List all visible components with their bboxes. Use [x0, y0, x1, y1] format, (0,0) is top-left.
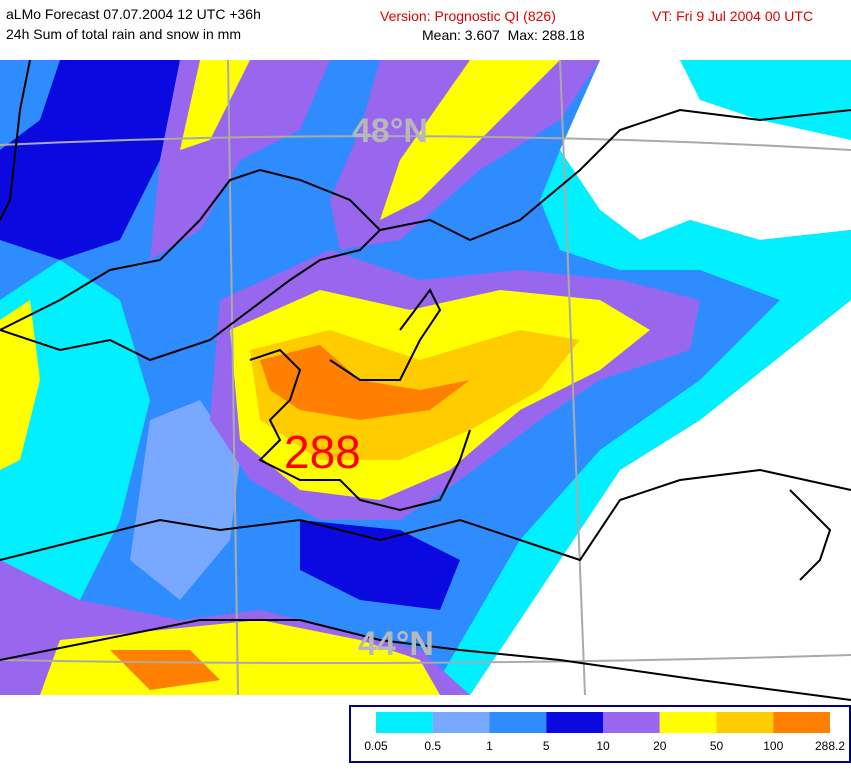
- legend-swatch: [432, 712, 490, 733]
- precip-field: [0, 60, 851, 695]
- legend: 0.05 0.5 1 5 10 20 50 100 288.2: [364, 712, 845, 753]
- graticule: [0, 59, 851, 696]
- valid-time: VT: Fri 9 Jul 2004 00 UTC: [652, 8, 814, 24]
- legend-swatch: [716, 712, 774, 733]
- legend-swatch: [659, 712, 717, 733]
- legend-label: 0.5: [424, 739, 441, 753]
- latitude-label: 44°N: [358, 625, 434, 663]
- legend-label: 100: [763, 739, 783, 753]
- version: Version: Prognostic QI (826): [380, 8, 556, 24]
- stats: Mean: 3.607 Max: 288.18: [422, 27, 585, 43]
- legend-swatch: [546, 712, 603, 733]
- latitude-label: 48°N: [352, 112, 428, 150]
- title: aLMo Forecast 07.07.2004 12 UTC +36h: [6, 6, 261, 22]
- legend-label: 5: [543, 739, 550, 753]
- legend-label: 10: [596, 739, 610, 753]
- legend-label: 0.05: [364, 739, 388, 753]
- subtitle: 24h Sum of total rain and snow in mm: [6, 26, 242, 42]
- legend-swatch: [489, 712, 547, 733]
- legend-label: 50: [710, 739, 724, 753]
- legend-swatch: [603, 712, 660, 733]
- legend-label: 20: [653, 739, 667, 753]
- legend-swatch: [376, 712, 433, 733]
- max-label: 288: [284, 426, 361, 478]
- legend-label: 288.2: [815, 739, 845, 753]
- legend-swatch: [773, 712, 830, 733]
- legend-label: 1: [486, 739, 493, 753]
- borders: [0, 59, 851, 701]
